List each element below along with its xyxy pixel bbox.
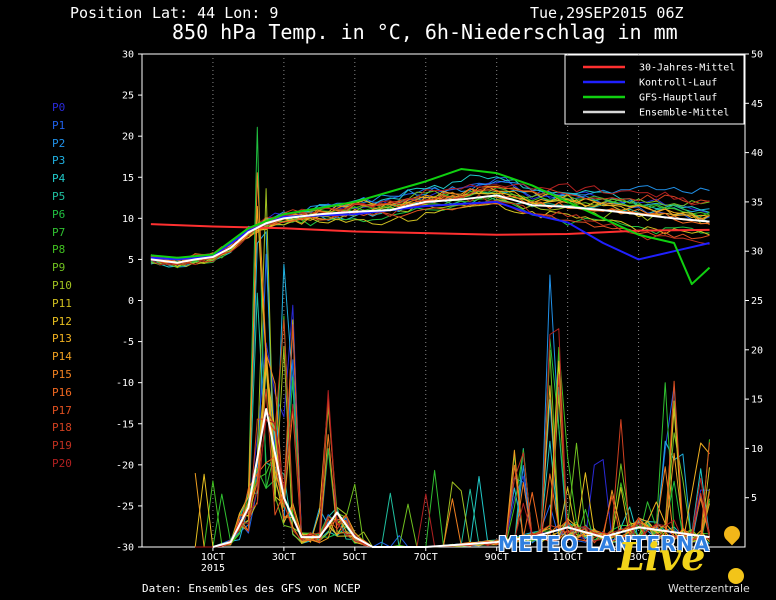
left-axis-tick-label: 30 xyxy=(122,50,134,61)
left-axis-tick-label: -20 xyxy=(116,460,134,471)
ensemble-member-label: P10 xyxy=(52,278,72,292)
right-axis-tick-label: 5 xyxy=(751,493,757,504)
data-source-label: Daten: Ensembles des GFS von NCEP xyxy=(142,582,361,595)
ensemble-mean-temperature-line xyxy=(150,194,710,264)
left-axis-tick-label: 10 xyxy=(122,214,134,225)
logo-subtitle: Wetterzentrale xyxy=(668,582,750,595)
x-axis-tick-label: 3OCT xyxy=(272,552,296,563)
ensemble-member-label: P7 xyxy=(52,225,66,239)
chart-title: 850 hPa Temp. in °C, 6h-Niederschlag in … xyxy=(172,20,678,44)
right-axis-tick-label: 30 xyxy=(751,247,763,258)
legend-entry-label: Kontroll-Lauf xyxy=(639,78,717,89)
right-axis-tick-label: 45 xyxy=(751,99,763,110)
plot-frame xyxy=(141,53,746,548)
left-axis-tick-label: -30 xyxy=(116,543,134,554)
ensemble-member-label: P2 xyxy=(52,136,66,150)
ensemble-member-label: P15 xyxy=(52,367,72,381)
sun-icon xyxy=(728,568,744,584)
ensemble-member-label: P5 xyxy=(52,189,66,203)
ensemble-member-label: P1 xyxy=(52,118,66,132)
x-axis-tick-label: 7OCT xyxy=(414,552,438,563)
position-label: Position xyxy=(70,4,143,22)
ensemble-member-label: P12 xyxy=(52,314,72,328)
model-run-label: Tue,29SEP2015 06Z xyxy=(530,4,684,22)
ensemble-mean-precipitation-line xyxy=(212,407,710,548)
ensemble-member-label: P18 xyxy=(52,421,72,435)
left-axis-tick-label: 0 xyxy=(128,296,134,307)
ensemble-member-label: P4 xyxy=(52,172,66,186)
meteo-lanterna-logo: METEO LANTERNA Live Wetterzentrale xyxy=(498,522,768,598)
left-axis-tick-label: 15 xyxy=(122,173,134,184)
x-axis-tick-label: 13OCT xyxy=(624,552,654,563)
ensemble-member-label: P19 xyxy=(52,439,72,453)
ensemble-member-list: P0 P1 P2 P3 P4 P5 P6 P7 P8 P9 P10 P11 P12 P13 P14 P15 P1… xyxy=(52,99,72,473)
x-axis-tick-label: 5OCT xyxy=(343,552,367,563)
right-axis-tick-label: 15 xyxy=(751,395,763,406)
ensemble-member-label: P11 xyxy=(52,296,72,310)
member-precipitation-line xyxy=(195,172,710,548)
left-axis-tick-label: -25 xyxy=(116,501,134,512)
legend-entry-label: GFS-Hauptlauf xyxy=(639,93,717,104)
left-axis-tick-label: 5 xyxy=(128,255,134,266)
ensemble-member-label: P6 xyxy=(52,207,66,221)
right-axis-tick-label: 20 xyxy=(751,345,763,356)
member-temperature-line xyxy=(150,180,710,266)
ensemble-member-label: P9 xyxy=(52,261,66,275)
ensemble-member-label: P16 xyxy=(52,385,72,399)
climate-mean-line xyxy=(150,223,710,236)
x-axis-year-label: 2015 xyxy=(201,563,225,574)
ensemble-member-label: P3 xyxy=(52,154,66,168)
right-axis-tick-label: 50 xyxy=(751,50,763,61)
left-axis-tick-label: 20 xyxy=(122,132,134,143)
left-axis-tick-label: 25 xyxy=(122,91,134,102)
ensemble-member-label: P17 xyxy=(52,403,72,417)
right-axis-tick-label: 10 xyxy=(751,444,763,455)
main-run-line xyxy=(150,168,711,286)
logo-brand-text: METEO LANTERNA xyxy=(498,532,710,556)
coordinates-label: Lat: 44 Lon: 9 xyxy=(152,4,279,22)
ensemble-member-label: P14 xyxy=(52,350,72,364)
ensemble-member-label: P13 xyxy=(52,332,72,346)
right-axis-tick-label: 35 xyxy=(751,197,763,208)
legend-entry-label: 30-Jahres-Mittel xyxy=(639,63,735,74)
right-axis-tick-label: 25 xyxy=(751,296,763,307)
left-axis-tick-label: -15 xyxy=(116,419,134,430)
control-run-line xyxy=(150,200,710,261)
ensemble-member-label: P20 xyxy=(52,456,72,470)
right-axis-tick-label: 40 xyxy=(751,148,763,159)
left-axis-tick-label: -10 xyxy=(116,378,134,389)
x-axis-tick-label: 1OCT xyxy=(201,552,225,563)
x-axis-tick-label: 9OCT xyxy=(485,552,509,563)
legend-entry-label: Ensemble-Mittel xyxy=(639,108,729,119)
x-axis-tick-label: 11OCT xyxy=(553,552,583,563)
ensemble-member-label: P0 xyxy=(52,101,66,114)
logo-live-text: Live xyxy=(618,534,706,579)
left-axis-tick-label: -5 xyxy=(122,337,134,348)
member-precipitation-line xyxy=(195,188,710,548)
ensemble-member-label: P8 xyxy=(52,243,66,257)
